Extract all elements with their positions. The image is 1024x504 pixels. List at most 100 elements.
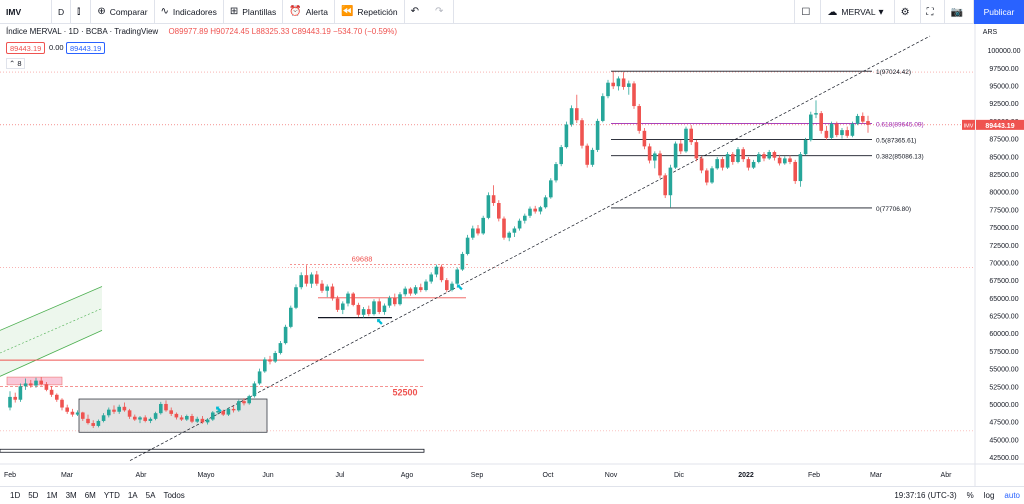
replay-button[interactable]: ⏪ Repetición xyxy=(335,0,405,24)
templates-button[interactable]: ⊞ Plantillas xyxy=(224,0,284,24)
candle-body xyxy=(294,287,298,308)
candle-body xyxy=(741,149,745,160)
candle-body xyxy=(861,115,865,122)
candle-body xyxy=(153,413,158,419)
candle-body xyxy=(190,416,194,422)
range-button-todos[interactable]: Todos xyxy=(163,491,185,500)
compare-button[interactable]: ⊕ Comparar xyxy=(91,0,155,24)
candle-body xyxy=(117,406,121,412)
x-tick-label: Sep xyxy=(471,472,484,479)
range-button-6m[interactable]: 6M xyxy=(84,491,96,500)
range-button-ytd[interactable]: YTD xyxy=(103,491,120,500)
chart-type-button[interactable]: ⫾ xyxy=(71,0,92,24)
candle-body xyxy=(798,154,803,182)
chevron-up-icon: ⌃ xyxy=(9,59,16,68)
price-scale[interactable] xyxy=(975,24,1024,464)
candle-body xyxy=(819,113,823,131)
candle-body xyxy=(684,128,688,152)
auto-toggle[interactable]: auto xyxy=(1004,491,1020,500)
candle-body xyxy=(627,83,631,87)
snapshot-button[interactable]: 📷 xyxy=(945,0,974,24)
layout-name-button[interactable]: ☁ MERVAL ▾ xyxy=(821,0,895,24)
candle-body xyxy=(564,124,569,148)
candle-body xyxy=(122,406,127,411)
range-button-1d[interactable]: 1D xyxy=(10,491,21,500)
log-toggle[interactable]: log xyxy=(983,491,995,500)
clock[interactable]: 19:37:16 (UTC-3) xyxy=(894,491,957,500)
alert-button[interactable]: ⏰ Alerta xyxy=(283,0,335,24)
redo-button[interactable]: ↷ xyxy=(429,0,455,24)
candle-body xyxy=(330,286,335,299)
candle-body xyxy=(133,416,137,420)
candle-body xyxy=(283,326,288,344)
price-chart[interactable]: 52500 69688 1(97024.42) 0.618(89645.09) 0.5(… xyxy=(0,24,1024,486)
candle-body xyxy=(814,113,818,115)
candle-body xyxy=(413,287,418,294)
candle-body xyxy=(273,353,277,362)
candle-body xyxy=(13,396,17,400)
fullscreen-button[interactable]: ⛶ xyxy=(921,0,945,24)
candle-body xyxy=(143,417,147,421)
range-button-5a[interactable]: 5A xyxy=(145,491,156,500)
candle-body xyxy=(673,143,678,168)
cloud-icon: ☁ xyxy=(827,6,838,18)
x-tick-label: Nov xyxy=(605,472,618,479)
layout-button[interactable]: ☐ xyxy=(794,0,822,24)
candle-body xyxy=(835,123,839,136)
last-price-tag xyxy=(976,119,1024,130)
candle-body xyxy=(387,297,392,306)
last-price-label: 89443.19 xyxy=(985,123,1014,130)
candle-body xyxy=(299,275,303,288)
candle-body xyxy=(429,274,433,282)
collapse-indicators-button[interactable]: ⌃ 8 xyxy=(6,58,25,69)
fib-label: 0.618(89645.09) xyxy=(876,121,924,128)
candle-body xyxy=(637,106,641,131)
range-button-1a[interactable]: 1A xyxy=(127,491,138,500)
grid-icon: ⊞ xyxy=(229,6,239,17)
candle-body xyxy=(611,82,615,87)
chevron-down-icon: ▾ xyxy=(878,6,884,18)
bid-price-box[interactable]: 89443.19 xyxy=(6,42,46,54)
symbol-tag-label: IMV xyxy=(964,123,974,129)
x-tick-label: Jun xyxy=(262,472,273,479)
candle-body xyxy=(855,115,860,124)
candle-body xyxy=(29,383,33,386)
candle-body xyxy=(601,96,605,121)
fib-label: 1(97024.42) xyxy=(876,69,911,76)
range-button-5d[interactable]: 5D xyxy=(28,491,39,500)
settings-button[interactable]: ⚙ xyxy=(895,0,921,24)
publish-button[interactable]: Publicar xyxy=(974,0,1024,24)
candle-body xyxy=(205,419,210,423)
candle-body xyxy=(351,293,355,305)
candle-body xyxy=(866,121,870,125)
alarm-icon: ⏰ xyxy=(289,6,302,17)
legend-ohlc: O89977.89 H90724.45 L88325.33 C89443.19 … xyxy=(168,27,398,36)
interval-button[interactable]: D xyxy=(52,0,72,24)
x-tick-label: Abr xyxy=(136,472,148,479)
indicators-button[interactable]: ∿ Indicadores xyxy=(155,0,224,24)
indicators-icon: ∿ xyxy=(160,6,169,17)
range-button-3m[interactable]: 3M xyxy=(65,491,77,500)
legend-title: Índice MERVAL · 1D · BCBA · TradingView xyxy=(6,27,159,36)
undo-button[interactable]: ↶ xyxy=(405,0,429,24)
symbol-search-button[interactable]: IMV xyxy=(0,0,52,24)
candle-body xyxy=(242,401,246,404)
candle-body xyxy=(647,146,652,161)
arrow-marker: ⬉ xyxy=(215,405,223,415)
candle-body xyxy=(575,108,579,121)
templates-label: Plantillas xyxy=(242,6,277,17)
range-button-1m[interactable]: 1M xyxy=(46,491,58,500)
candle-body xyxy=(148,418,153,421)
y-tick-label: 52500.00 xyxy=(989,384,1018,391)
candle-body xyxy=(450,283,454,291)
candle-body xyxy=(710,168,714,183)
candle-body xyxy=(543,197,548,208)
candle-body xyxy=(549,180,553,198)
ask-price-box[interactable]: 89443.19 xyxy=(66,42,106,54)
percent-toggle[interactable]: % xyxy=(966,491,974,500)
candle-body xyxy=(18,386,23,400)
candle-body xyxy=(39,380,43,385)
candle-body xyxy=(705,170,709,183)
candle-body xyxy=(138,417,142,420)
channel-mid-line xyxy=(0,308,103,354)
